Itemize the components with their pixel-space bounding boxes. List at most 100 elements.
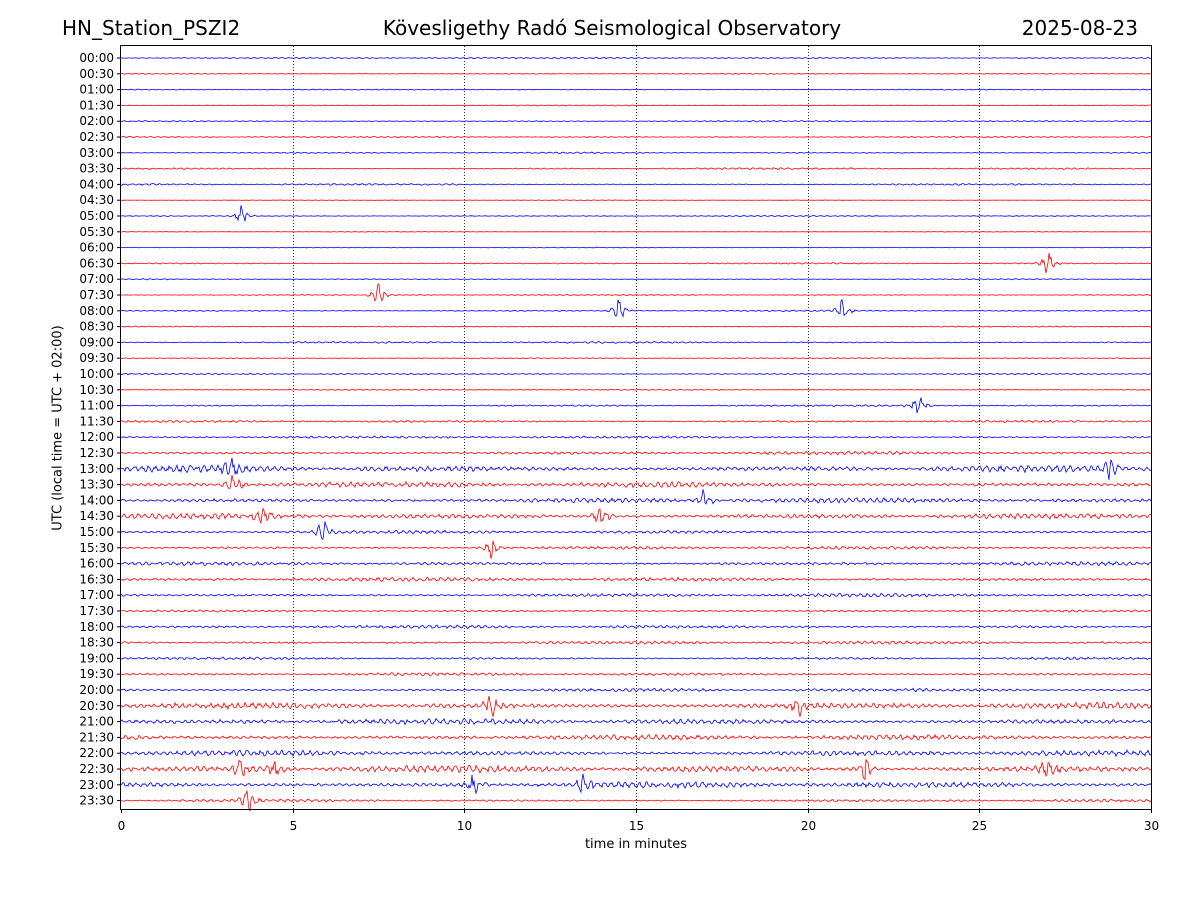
- trace-1300: [120, 457, 1152, 480]
- y-tick-label: 20:00: [79, 683, 114, 697]
- y-tick-label: 08:00: [79, 304, 114, 318]
- y-tick-label: 23:00: [79, 778, 114, 792]
- plot-frame: [120, 45, 1152, 810]
- trace-2000: [120, 687, 1152, 693]
- trace-0600: [121, 246, 1152, 249]
- trace-1330: [120, 474, 1152, 489]
- y-tick-label: 14:00: [79, 493, 114, 507]
- trace-0330: [120, 167, 1151, 170]
- x-tick-label: 0: [118, 819, 126, 833]
- chart-date: 2025-08-23: [1021, 16, 1138, 40]
- y-tick-label: 05:00: [79, 209, 114, 223]
- y-tick-label: 17:30: [79, 604, 114, 618]
- y-tick-label: 12:00: [79, 430, 114, 444]
- trace-2300: [120, 773, 1152, 795]
- station-name: HN_Station_PSZI2: [62, 16, 241, 40]
- trace-0100: [120, 88, 1152, 91]
- trace-0030: [120, 72, 1152, 75]
- y-tick-label: 04:00: [79, 177, 114, 191]
- x-tick-label: 5: [290, 819, 298, 833]
- trace-1900: [120, 656, 1152, 661]
- y-tick-label: 06:30: [79, 256, 114, 270]
- y-tick-label: 10:00: [79, 367, 114, 381]
- trace-0730: [121, 283, 1152, 302]
- trace-0930: [120, 357, 1152, 360]
- trace-2200: [120, 749, 1152, 758]
- y-tick-label: 11:30: [79, 414, 114, 428]
- y-tick-label: 01:30: [79, 98, 114, 112]
- trace-0530: [121, 231, 1151, 233]
- trace-0430: [120, 199, 1151, 202]
- trace-1830: [120, 640, 1152, 645]
- y-tick-label: 06:00: [79, 241, 114, 255]
- trace-0630: [120, 253, 1152, 274]
- x-tick-label: 30: [1144, 819, 1159, 833]
- y-tick-label: 22:30: [79, 762, 114, 776]
- y-tick-label: 00:30: [79, 67, 114, 81]
- y-tick-label: 14:30: [79, 509, 114, 523]
- y-tick-label: 22:00: [79, 746, 114, 760]
- y-tick-label: 13:30: [79, 478, 114, 492]
- y-tick-label: 03:30: [79, 162, 114, 176]
- y-tick-label: 15:00: [79, 525, 114, 539]
- y-tick-label: 16:00: [79, 557, 114, 571]
- x-tick-label: 25: [972, 819, 987, 833]
- y-tick-label: 02:30: [79, 130, 114, 144]
- trace-1400: [120, 489, 1152, 505]
- trace-1700: [120, 592, 1152, 598]
- y-tick-label: 18:00: [79, 620, 114, 634]
- x-tick-label: 20: [801, 819, 816, 833]
- x-axis-label: time in minutes: [584, 837, 688, 852]
- y-tick-label: 12:30: [79, 446, 114, 460]
- trace-0500: [120, 205, 1152, 222]
- trace-0400: [120, 183, 1152, 186]
- grid-lines: [293, 46, 980, 809]
- y-tick-label: 19:00: [79, 651, 114, 665]
- trace-1800: [120, 624, 1152, 630]
- trace-1530: [120, 540, 1152, 559]
- trace-2230: [120, 759, 1152, 781]
- y-tick-label: 10:30: [79, 383, 114, 397]
- trace-1730: [120, 609, 1152, 613]
- trace-0000: [120, 56, 1152, 60]
- seismic-traces: [120, 56, 1152, 812]
- trace-0200: [120, 119, 1152, 123]
- y-tick-label: 08:30: [79, 320, 114, 334]
- y-tick-label: 17:00: [79, 588, 114, 602]
- trace-1230: [120, 450, 1152, 456]
- y-axis-label: UTC (local time = UTC + 02:00): [50, 325, 66, 531]
- trace-0130: [120, 104, 1152, 107]
- y-tick-label: 16:30: [79, 572, 114, 586]
- trace-1630: [120, 576, 1152, 583]
- trace-0700: [120, 278, 1151, 281]
- y-tick-label: 21:00: [79, 715, 114, 729]
- y-tick-label: 15:30: [79, 541, 114, 555]
- y-tick-label: 13:00: [79, 462, 114, 476]
- trace-1100: [120, 397, 1151, 414]
- y-tick-label: 18:30: [79, 636, 114, 650]
- trace-2130: [121, 733, 1152, 742]
- x-tick-label: 15: [629, 819, 644, 833]
- y-tick-label: 23:30: [79, 794, 114, 808]
- trace-0800: [120, 298, 1152, 318]
- trace-1430: [120, 507, 1152, 525]
- y-tick-label: 11:00: [79, 399, 114, 413]
- y-tick-label: 19:30: [79, 667, 114, 681]
- trace-2100: [120, 717, 1152, 726]
- x-axis-ticks: 0 5 10 15 20 25 30: [118, 809, 1159, 833]
- trace-2030: [120, 695, 1152, 717]
- chart-title: Kövesligethy Radó Seismological Observat…: [382, 16, 842, 40]
- y-tick-label: 21:30: [79, 730, 114, 744]
- y-tick-label: 01:00: [79, 83, 114, 97]
- y-tick-label: 09:30: [79, 351, 114, 365]
- trace-0300: [121, 151, 1152, 154]
- y-tick-label: 03:00: [79, 146, 114, 160]
- trace-1130: [120, 419, 1152, 424]
- trace-2330: [120, 790, 1152, 812]
- trace-0900: [121, 341, 1152, 344]
- trace-1200: [120, 435, 1152, 439]
- trace-1500: [120, 521, 1152, 540]
- y-tick-label: 20:30: [79, 699, 114, 713]
